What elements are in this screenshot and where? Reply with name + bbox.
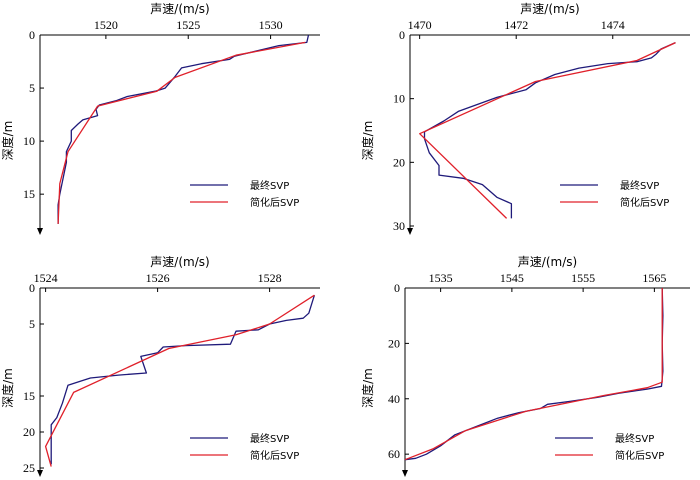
y-tick-label: 5 [29,317,35,331]
y-tick-label: 15 [23,389,35,403]
x-axis-label: 声速/(m/s) [518,255,577,269]
y-tick-label: 5 [29,81,35,95]
y-axis-arrow-icon [402,470,408,477]
x-tick-label: 1474 [601,18,625,32]
y-axis-label: 深度/m [0,121,15,161]
series-line-simplified-svp [404,288,663,461]
chart-panel-1: 声速/(m/s) 1520 1525 1530 0 5 10 15 深度/m 最终SVP 简化后SV… [0,2,320,235]
x-tick-label: 1472 [504,18,528,32]
y-tick-label: 30 [393,219,405,233]
x-tick-label: 1470 [408,18,432,32]
x-tick-label: 1535 [429,271,453,285]
series-line-simplified-svp [419,42,676,219]
x-axis-label: 声速/(m/s) [150,2,209,16]
x-tick-label: 1528 [258,271,282,285]
legend-label: 简化后SVP [250,449,299,462]
y-tick-label: 10 [23,134,35,148]
x-tick-label: 1530 [259,18,283,32]
series-line-final-svp [57,34,310,224]
legend-label: 简化后SVP [250,196,299,209]
y-tick-label: 0 [399,28,405,42]
y-axis-arrow-icon [37,228,43,235]
y-axis-label: 深度/m [360,121,375,161]
y-tick-label: 15 [23,187,35,201]
chart-panel-4: 声速/(m/s) 1535 1545 1555 1565 0 20 40 60 深度/m 最终SVP… [360,255,690,477]
y-axis-arrow-icon [37,470,43,477]
legend-label: 简化后SVP [615,449,664,462]
series-line-final-svp [404,287,664,461]
y-tick-label: 20 [23,425,35,439]
y-tick-label: 40 [388,392,400,406]
legend-label: 最终SVP [620,179,659,192]
y-axis-label: 深度/m [0,368,15,408]
x-tick-label: 1520 [94,18,118,32]
x-axis-label: 声速/(m/s) [150,255,209,269]
x-tick-label: 1545 [500,271,524,285]
y-tick-label: 0 [29,28,35,42]
series-line-simplified-svp [44,294,315,467]
y-tick-label: 60 [388,447,400,461]
legend-label: 最终SVP [250,179,289,192]
series-line-final-svp [423,42,676,219]
legend-label: 最终SVP [250,432,289,445]
x-tick-label: 1565 [642,271,666,285]
y-tick-label: 25 [23,461,35,475]
y-axis-label: 深度/m [360,368,375,408]
y-tick-label: 0 [29,281,35,295]
y-tick-label: 20 [388,336,400,350]
x-axis-label: 声速/(m/s) [520,2,579,16]
y-axis-arrow-icon [407,228,413,235]
chart-panel-3: 声速/(m/s) 1524 1526 1528 0 5 15 20 25 深度/m 最终SVP 简化后… [0,255,320,477]
y-tick-label: 20 [393,155,405,169]
legend-label: 简化后SVP [620,196,669,209]
x-tick-label: 1555 [571,271,595,285]
chart-panel-2: 声速/(m/s) 1470 1472 1474 0 10 20 30 深度/m 最终SVP 简化后S… [360,2,690,235]
series-line-simplified-svp [57,41,306,224]
x-tick-label: 1524 [34,271,58,285]
series-line-final-svp [50,295,316,465]
x-tick-label: 1526 [146,271,170,285]
y-tick-label: 10 [393,92,405,106]
x-tick-label: 1525 [176,18,200,32]
y-tick-label: 0 [394,281,400,295]
legend-label: 最终SVP [615,432,654,445]
